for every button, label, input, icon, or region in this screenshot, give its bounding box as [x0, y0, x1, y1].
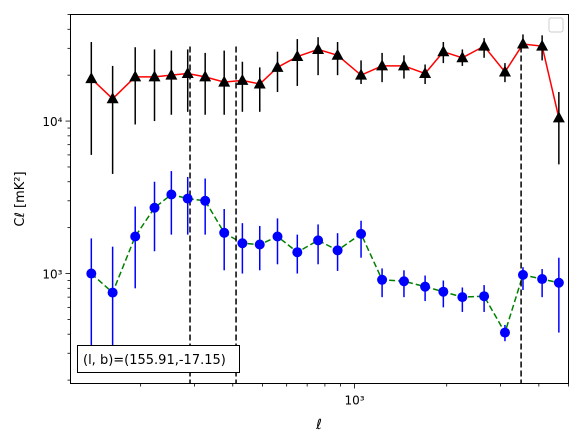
- triangle-marker: [291, 50, 304, 62]
- triangle-marker: [199, 70, 212, 82]
- circle-marker: [332, 245, 343, 256]
- circle-marker: [313, 235, 324, 246]
- triangle-marker: [456, 51, 469, 63]
- circle-marker: [479, 291, 490, 302]
- circle-marker: [356, 228, 367, 239]
- circle-marker: [420, 281, 431, 292]
- triangle-marker: [165, 68, 178, 80]
- series-line-2: [90, 193, 560, 335]
- vertical-lines: [189, 46, 522, 384]
- triangle-marker: [129, 70, 142, 82]
- triangle-marker: [516, 37, 529, 49]
- circle-marker: [219, 227, 230, 238]
- circle-marker: [398, 276, 409, 287]
- annotation-text: (l, b)=(155.91,-17.15): [83, 353, 226, 368]
- triangle-marker: [236, 73, 249, 85]
- y-tick-label: 10³: [42, 268, 62, 282]
- circle-marker: [149, 202, 160, 213]
- circle-marker: [537, 274, 548, 285]
- triangle-marker: [106, 92, 119, 104]
- series-lines: [90, 43, 560, 335]
- triangle-marker: [271, 60, 284, 72]
- circle-marker: [237, 238, 248, 249]
- circle-marker: [182, 193, 193, 204]
- circle-marker: [254, 239, 265, 250]
- circle-marker: [86, 268, 97, 279]
- circle-marker: [517, 269, 528, 280]
- triangle-marker: [478, 39, 491, 51]
- triangle-marker: [331, 48, 344, 60]
- data-markers: [85, 37, 565, 338]
- triangle-marker: [355, 68, 368, 80]
- circle-marker: [272, 231, 283, 242]
- circle-marker: [457, 292, 468, 303]
- x-tick-label: 10³: [345, 394, 365, 408]
- circle-marker: [200, 195, 211, 206]
- circle-marker: [166, 189, 177, 200]
- annotation-box: (l, b)=(155.91,-17.15): [77, 345, 240, 373]
- triangle-marker: [397, 59, 410, 71]
- triangle-marker: [85, 72, 98, 84]
- triangle-marker: [312, 42, 325, 54]
- triangle-marker: [437, 45, 450, 57]
- triangle-marker: [181, 67, 194, 79]
- circle-marker: [553, 277, 564, 288]
- triangle-marker: [419, 67, 432, 79]
- circle-marker: [130, 231, 141, 242]
- circle-marker: [292, 247, 303, 258]
- y-tick-label: 10⁴: [42, 115, 62, 129]
- circle-marker: [499, 327, 510, 338]
- circle-marker: [107, 287, 118, 298]
- error-bars: [90, 34, 560, 366]
- triangle-marker: [253, 77, 266, 89]
- series-line-1: [90, 43, 560, 119]
- triangle-marker: [218, 75, 231, 87]
- triangle-marker: [148, 70, 161, 82]
- legend-box: [548, 17, 564, 33]
- plot-frame: [70, 14, 569, 384]
- circle-marker: [377, 274, 388, 285]
- triangle-marker: [376, 59, 389, 71]
- circle-marker: [438, 286, 449, 297]
- x-axis-label: ℓ: [315, 417, 322, 433]
- y-axis-label: Cℓ [mK²]: [13, 171, 28, 226]
- triangle-marker: [536, 39, 549, 51]
- triangle-marker: [552, 111, 565, 123]
- axis-ticks: 10³ 10³ 10⁴: [42, 14, 569, 408]
- triangle-marker: [498, 65, 511, 77]
